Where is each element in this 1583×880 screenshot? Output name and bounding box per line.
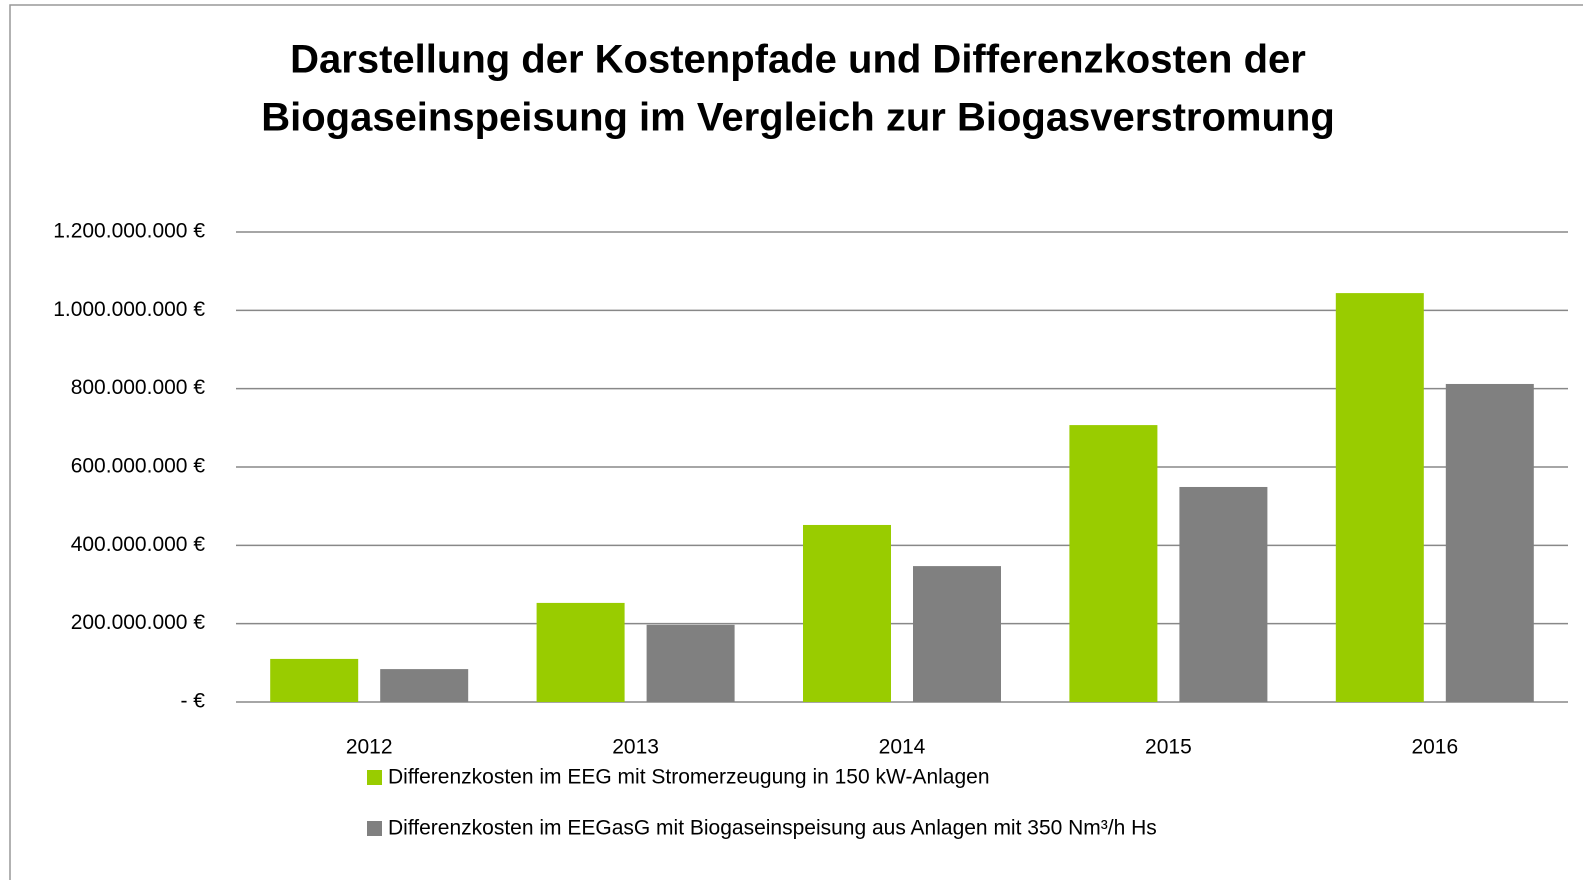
- y-tick-label: 1.000.000.000 €: [53, 298, 205, 321]
- bar: [1445, 383, 1534, 702]
- y-tick-label: 600.000.000 €: [71, 455, 206, 478]
- chart-frame: [9, 4, 1583, 880]
- legend-label: Differenzkosten im EEG mit Stromerzeugun…: [388, 766, 990, 789]
- y-tick-label: 400.000.000 €: [71, 533, 206, 556]
- legend-label: Differenzkosten im EEGasG mit Biogaseins…: [388, 817, 1157, 840]
- legend-swatch: [367, 770, 382, 785]
- legend-swatch: [367, 821, 382, 836]
- chart-title: Biogaseinspeisung im Vergleich zur Bioga…: [261, 96, 1335, 140]
- bar: [646, 624, 735, 702]
- x-tick-label: 2015: [1145, 736, 1192, 759]
- x-tick-label: 2012: [346, 736, 393, 759]
- bar: [1069, 425, 1158, 702]
- bar: [536, 602, 625, 702]
- y-tick-label: 1.200.000.000 €: [53, 220, 205, 243]
- y-tick-label: 200.000.000 €: [71, 611, 206, 634]
- x-tick-label: 2014: [879, 736, 926, 759]
- bar: [913, 566, 1001, 702]
- bar: [1335, 293, 1424, 702]
- y-tick-label: 800.000.000 €: [71, 376, 206, 399]
- bar: [270, 658, 359, 702]
- bar: [380, 669, 469, 702]
- bar: [1179, 486, 1268, 702]
- x-tick-label: 2013: [612, 736, 659, 759]
- x-tick-label: 2016: [1411, 736, 1458, 759]
- chart-title: Darstellung der Kostenpfade und Differen…: [290, 38, 1306, 82]
- bar: [803, 524, 891, 702]
- y-tick-label: - €: [180, 690, 205, 713]
